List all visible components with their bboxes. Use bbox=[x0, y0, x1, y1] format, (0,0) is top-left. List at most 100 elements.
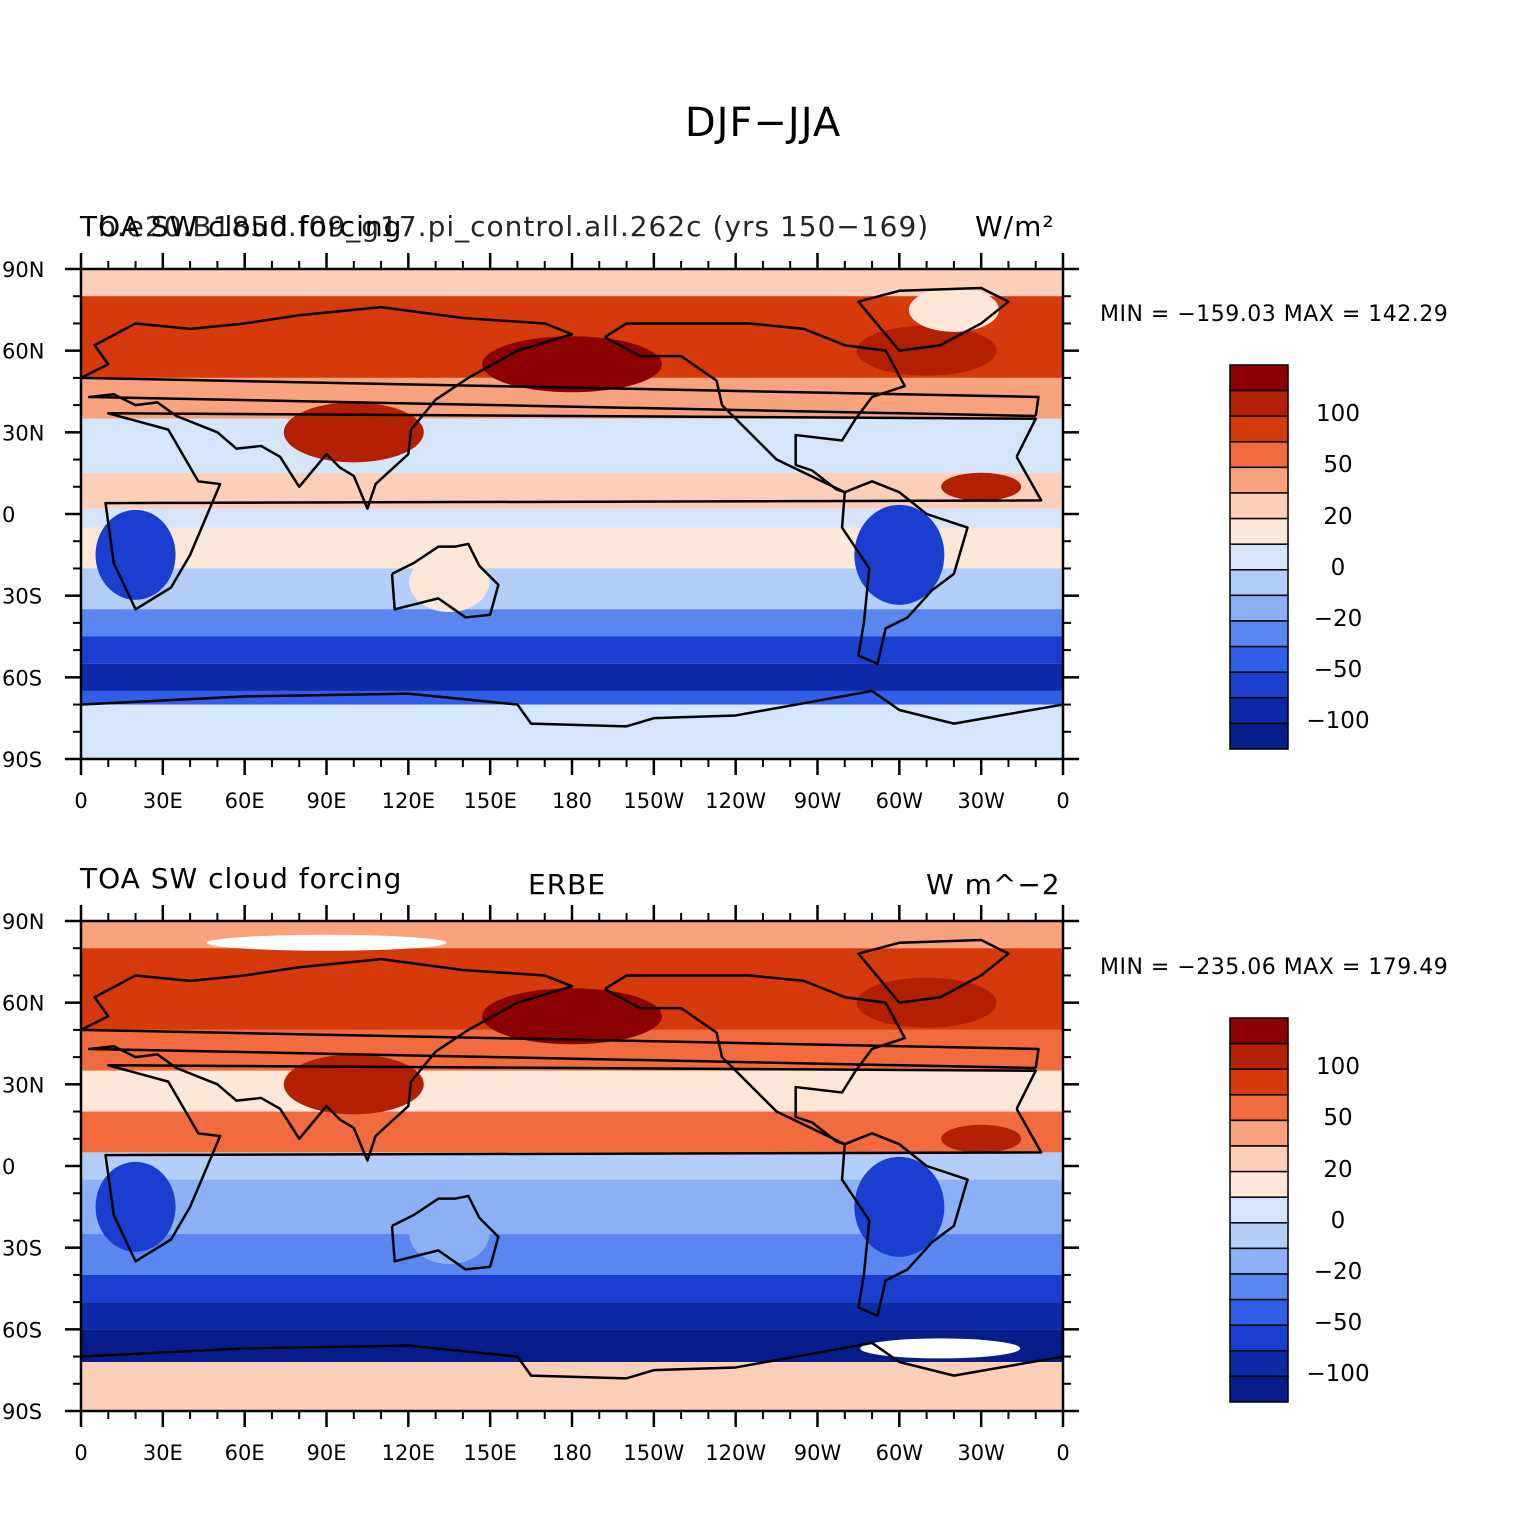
figure-title: DJF−JJA bbox=[684, 100, 842, 146]
panel2-lon-label: 30W bbox=[957, 1441, 1005, 1462]
panel1-north-america-outline bbox=[604, 322, 907, 494]
panel1-antarctica-outline bbox=[80, 689, 1064, 728]
panel2-title-variable: TOA SW cloud forcing bbox=[80, 862, 403, 895]
panel1-title-dataset: b.e20.B1850.f09_g17.pi_control.all.262c … bbox=[98, 210, 930, 243]
panel2-colorbar-swatch bbox=[1229, 1170, 1289, 1198]
panel1-colorbar-swatch bbox=[1229, 415, 1289, 443]
panel2-lat-label: 60S bbox=[2, 1318, 42, 1342]
panel1-lon-label: 180 bbox=[552, 789, 592, 810]
panel2-australia-outline bbox=[390, 1194, 500, 1271]
panel2-antarctica-outline bbox=[80, 1341, 1064, 1380]
panel2-colorbar-swatch bbox=[1229, 1119, 1289, 1147]
panel2-map: 90N 60N 30N 0 30S 60S 90S 0 30E 60E 90E 120E 150E 180… bbox=[2, 905, 1079, 1462]
panel1-africa-outline bbox=[104, 412, 1043, 611]
panel2-europe-asia-outline bbox=[79, 957, 1040, 1162]
panel2-atlantic-itcz bbox=[941, 1124, 1022, 1153]
panel1-colorbar-label: −20 bbox=[1313, 606, 1363, 632]
panel1-lon-label: 0 bbox=[1056, 789, 1069, 810]
panel1-zonal-band bbox=[81, 418, 1063, 474]
panel1-africa-min bbox=[95, 509, 176, 600]
panel2-lon-label: 150W bbox=[623, 1441, 684, 1462]
panel2-africa-min bbox=[95, 1161, 176, 1252]
panel2-colorbar bbox=[1229, 1017, 1289, 1403]
panel2-lon-label: 60W bbox=[876, 1441, 924, 1462]
panel2-colorbar-swatch bbox=[1229, 1017, 1289, 1045]
panel1-south-america-outline bbox=[840, 480, 969, 665]
panel2-colorbar-label: 100 bbox=[1316, 1054, 1360, 1081]
panel2-australia-anomaly bbox=[409, 1204, 490, 1265]
panel2-lat-label: 30S bbox=[2, 1237, 42, 1261]
panel1-zonal-band bbox=[81, 704, 1063, 759]
panel1-map: 90N 60N 30N 0 30S 60S 90S 0 30E 60E 90E 120E 150E 180… bbox=[2, 253, 1079, 810]
panel2-south-america-min bbox=[854, 1156, 945, 1257]
panel1-lon-label: 90W bbox=[794, 789, 842, 810]
panel1-colorbar-swatch bbox=[1229, 697, 1289, 725]
panel2-colorbar-swatch bbox=[1229, 1324, 1289, 1352]
panel2-lon-label: 0 bbox=[74, 1441, 87, 1462]
panel1-colorbar-swatch bbox=[1229, 722, 1289, 750]
panel1-zonal-band bbox=[81, 663, 1063, 691]
panel2-colorbar-label: −50 bbox=[1313, 1310, 1363, 1337]
panel2-zonal-band bbox=[81, 1302, 1063, 1330]
panel1-colorbar-swatch bbox=[1229, 364, 1289, 392]
panel1-lon-label: 90E bbox=[307, 789, 347, 810]
panel1-colorbar-swatch bbox=[1229, 389, 1289, 417]
panel2-zonal-band bbox=[81, 1362, 1063, 1411]
panel1-colorbar-swatch bbox=[1229, 492, 1289, 520]
panel2-zonal-band bbox=[81, 1070, 1063, 1112]
panel1-colorbar-label: 100 bbox=[1316, 401, 1360, 428]
panel2-colorbar-swatch bbox=[1229, 1350, 1289, 1378]
panel1-title-units: W/m² bbox=[975, 210, 1055, 243]
panel2-lat-label: 90S bbox=[2, 1400, 42, 1424]
panel1-lat-label: 30N bbox=[2, 421, 44, 445]
panel1-title-variable: TOA SW cloud forcing bbox=[80, 210, 403, 243]
panel2-lon-label: 60E bbox=[225, 1441, 265, 1462]
panel2-colorbar-swatch bbox=[1229, 1094, 1289, 1122]
panel1-min-max: MIN = −159.03 MAX = 142.29 bbox=[1100, 302, 1449, 327]
panel2-lon-label: 0 bbox=[1056, 1441, 1069, 1462]
panel1-greenland-anomaly bbox=[908, 287, 999, 332]
panel1-zonal-band bbox=[81, 269, 1063, 297]
panel1-lat-label: 60N bbox=[2, 340, 44, 364]
panel1-lon-label: 120W bbox=[705, 789, 766, 810]
panel1-lon-label: 30W bbox=[957, 789, 1005, 810]
panel1-lon-label: 30E bbox=[143, 789, 183, 810]
panel2-africa-outline bbox=[104, 1064, 1043, 1263]
panel1-colorbar-label: 20 bbox=[1323, 503, 1353, 530]
panel1-colorbar bbox=[1229, 364, 1289, 750]
panel1-lat-label: 60S bbox=[2, 666, 42, 690]
panel2-colorbar-swatch bbox=[1229, 1068, 1289, 1096]
panel2-lon-label: 120W bbox=[705, 1441, 766, 1462]
panel2-lon-label: 30E bbox=[143, 1441, 183, 1462]
panel1-lon-label: 60E bbox=[225, 789, 265, 810]
panel1-colorbar-label: −50 bbox=[1313, 657, 1363, 684]
panel2-lat-label: 90N bbox=[2, 910, 44, 934]
panel1-colorbar-swatch bbox=[1229, 441, 1289, 469]
panel2-colorbar-label: 0 bbox=[1330, 1207, 1346, 1234]
panel2-colorbar-swatch bbox=[1229, 1298, 1289, 1326]
panel2-pacific-max bbox=[482, 988, 662, 1045]
panel1-lon-label: 150E bbox=[463, 789, 516, 810]
panel2-lat-label: 60N bbox=[2, 992, 44, 1016]
panel2-south-america-outline bbox=[840, 1132, 969, 1317]
panel1-colorbar-label: 0 bbox=[1330, 554, 1346, 581]
panel2-colorbar-swatch bbox=[1229, 1145, 1289, 1173]
panel1-asia-max bbox=[283, 402, 424, 463]
panel2-missing-data bbox=[206, 934, 447, 951]
panel2-colorbar-swatch bbox=[1229, 1375, 1289, 1403]
panel1-lat-label: 90N bbox=[2, 258, 44, 282]
panel1-lon-label: 150W bbox=[623, 789, 684, 810]
panel2-title-dataset: ERBE bbox=[528, 868, 607, 901]
panel2-missing-data bbox=[860, 1338, 1021, 1359]
panel1-colorbar-swatch bbox=[1229, 543, 1289, 571]
panel2-lon-label: 90W bbox=[794, 1441, 842, 1462]
panel1-colorbar-swatch bbox=[1229, 466, 1289, 494]
panel1-colorbar-label: 50 bbox=[1323, 452, 1353, 479]
panel2-colorbar-swatch bbox=[1229, 1196, 1289, 1224]
panel2-north-america-outline bbox=[604, 974, 907, 1146]
panel2-colorbar-label: 20 bbox=[1323, 1156, 1353, 1183]
panel2-colorbar-label: −100 bbox=[1306, 1361, 1370, 1388]
panel2-zonal-band bbox=[81, 1111, 1063, 1153]
panel1-south-america-min bbox=[854, 504, 945, 605]
panel1-colorbar-swatch bbox=[1229, 645, 1289, 673]
